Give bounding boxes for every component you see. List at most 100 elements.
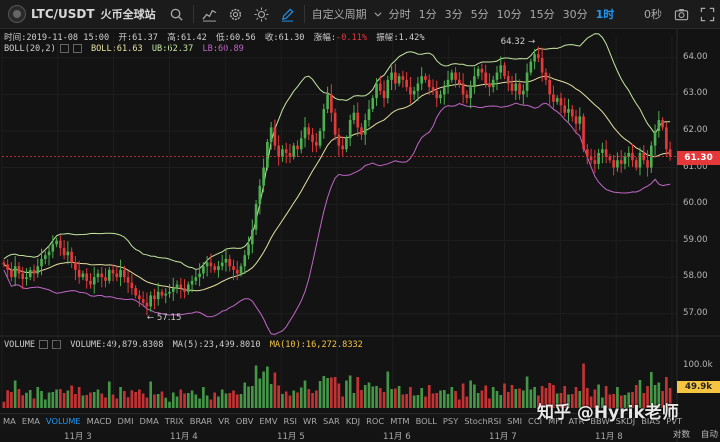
avatar-icon[interactable] (8, 5, 26, 23)
indicator-icon[interactable] (197, 0, 223, 28)
indicator-tab-rsi[interactable]: RSI (283, 416, 297, 426)
candle-body (559, 98, 563, 106)
volume-bar (585, 388, 589, 408)
settings-icon[interactable] (223, 0, 249, 28)
volume-bar (183, 393, 186, 408)
indicator-tab-wr[interactable]: WR (302, 416, 317, 426)
indicator-tab-stochrsi[interactable]: StochRSI (464, 416, 502, 426)
volume-bar (548, 383, 551, 408)
candle-body (363, 120, 367, 135)
volume-bar (537, 395, 540, 408)
timeframe-分时[interactable]: 分时 (388, 8, 411, 21)
volume-bar (458, 399, 461, 408)
custom-period-menu[interactable]: 自定义周期 (311, 8, 367, 21)
boll-upper-band (3, 33, 671, 271)
timeframe-5分[interactable]: 5分 (470, 8, 489, 21)
volume-bar (461, 383, 465, 408)
volume-bar (81, 395, 85, 408)
exchange-name[interactable]: 火币全球站 (100, 8, 156, 21)
indicator-tab-roc[interactable]: ROC (366, 416, 385, 426)
candle-body (522, 90, 525, 95)
log-scale-toggle[interactable]: 对数 (672, 430, 691, 440)
candle-body (601, 149, 604, 153)
indicator-tab-cci[interactable]: CCI (528, 416, 543, 426)
volume-bar (439, 390, 442, 408)
indicator-close-icon[interactable] (52, 340, 62, 349)
camera-icon[interactable] (668, 0, 694, 28)
indicator-tab-boll[interactable]: BOLL (415, 416, 437, 426)
indicator-tab-trix[interactable]: TRIX (164, 416, 184, 426)
sun-icon[interactable] (249, 0, 275, 28)
search-icon[interactable] (164, 0, 190, 28)
fullscreen-icon[interactable] (694, 0, 720, 28)
candle-body (544, 72, 548, 80)
indicator-tab-obv[interactable]: OBV (235, 416, 254, 426)
indicator-tab-skdj[interactable]: SKDJ (615, 416, 636, 426)
candle-body (352, 112, 356, 121)
indicator-tab-smi[interactable]: SMI (507, 416, 523, 426)
chevron-down-icon[interactable] (371, 0, 385, 28)
boll-name[interactable]: BOLL(20,2) (4, 44, 56, 54)
indicator-tab-emv[interactable]: EMV (259, 416, 278, 426)
ma5-value: MA(5):23,499.8010 (172, 340, 261, 350)
indicator-settings-icon[interactable] (59, 44, 69, 53)
volume-bar (36, 387, 40, 408)
indicator-tab-brar[interactable]: BRAR (189, 416, 213, 426)
candle-body (627, 152, 631, 157)
indicator-tab-ma[interactable]: MA (3, 416, 16, 426)
indicator-tab-vr[interactable]: VR (218, 416, 230, 426)
indicator-tab-bias[interactable]: BIAS (641, 416, 661, 426)
volume-bar (442, 390, 446, 408)
candle-body (303, 127, 307, 139)
auto-scale-toggle[interactable]: 自动 (700, 430, 718, 440)
indicator-settings-icon[interactable] (39, 340, 49, 349)
symbol-title[interactable]: LTC/USDT (31, 7, 95, 21)
candle-body (360, 127, 363, 135)
candle-body (296, 145, 299, 150)
timeframe-15分[interactable]: 15分 (529, 8, 555, 21)
indicator-tab-volume[interactable]: VOLUME (45, 416, 81, 426)
indicator-tab-mtm[interactable]: MTM (390, 416, 410, 426)
volume-bar (529, 389, 533, 408)
candle-body (153, 295, 156, 300)
candle-body (43, 255, 47, 259)
timeframe-30分[interactable]: 30分 (562, 8, 588, 21)
time-axis-tick: 11月 6 (383, 432, 411, 442)
volume-bar (160, 391, 164, 408)
indicator-tab-kdj[interactable]: KDJ (345, 416, 361, 426)
volume-bar (409, 387, 412, 408)
candle-body (179, 284, 183, 289)
timeframe-1分[interactable]: 1分 (418, 8, 437, 21)
volume-bar (266, 366, 269, 408)
timeframe-3分[interactable]: 3分 (444, 8, 463, 21)
volume-bar (168, 401, 171, 408)
indicator-tab-dmi[interactable]: DMI (117, 416, 134, 426)
last-volume-tag: 49.9k (677, 381, 720, 393)
timeframe-10分[interactable]: 10分 (496, 8, 522, 21)
candle-body (28, 269, 32, 278)
volume-bar (454, 391, 457, 408)
candle-body (631, 152, 634, 161)
indicator-tab-pvt[interactable]: PVT (666, 416, 683, 426)
draw-icon[interactable] (275, 0, 301, 28)
indicator-tab-bbw[interactable]: BBW (590, 416, 610, 426)
indicator-tab-mfi[interactable]: MFI (548, 416, 563, 426)
candle-body (616, 160, 619, 168)
indicator-tab-macd[interactable]: MACD (86, 416, 112, 426)
timeframe-1时[interactable]: 1时 (595, 8, 615, 21)
indicator-tab-ema[interactable]: EMA (21, 416, 40, 426)
indicator-tab-psy[interactable]: PSY (442, 416, 459, 426)
indicator-tab-dma[interactable]: DMA (139, 416, 159, 426)
price-axis-tick: 62.00 (683, 125, 708, 135)
volume-bar (634, 385, 638, 408)
indicator-close-icon[interactable] (72, 44, 82, 53)
change-label: 涨幅: (313, 33, 337, 43)
candle-body (454, 72, 457, 80)
volume-name[interactable]: VOLUME (4, 340, 36, 350)
volume-bar (363, 385, 367, 408)
indicator-tab-sar[interactable]: SAR (322, 416, 340, 426)
candle-body (665, 127, 668, 150)
indicator-tab-atr[interactable]: ATR (568, 416, 585, 426)
candle-body (608, 156, 612, 161)
